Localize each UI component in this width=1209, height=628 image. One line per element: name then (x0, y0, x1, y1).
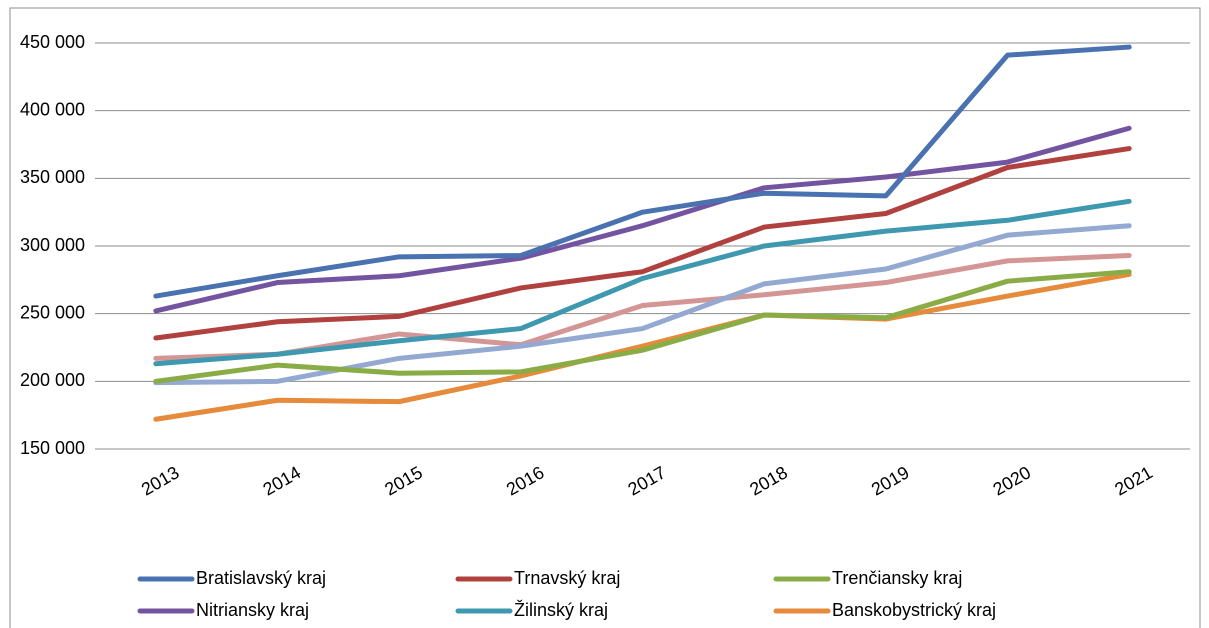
x-tick-label: 2014 (260, 462, 305, 499)
y-tick-label: 150 000 (20, 438, 85, 458)
y-tick-label: 250 000 (20, 302, 85, 322)
series-line (153, 269, 1132, 384)
legend-label: Nitriansky kraj (196, 600, 309, 620)
x-tick-label: 2020 (990, 462, 1035, 499)
legend-label: Trnavský kraj (514, 568, 620, 588)
x-tick-label: 2018 (746, 462, 791, 499)
y-tick-label: 200 000 (20, 370, 85, 390)
legend-label: Banskobystrický kraj (832, 600, 996, 620)
series-line (153, 271, 1132, 422)
x-tick-label: 2021 (1111, 462, 1156, 499)
y-tick-label: 350 000 (20, 167, 85, 187)
series-line (153, 125, 1132, 314)
x-tick-label: 2013 (138, 462, 183, 499)
y-tick-label: 300 000 (20, 235, 85, 255)
y-tick-label: 400 000 (20, 99, 85, 119)
series-line (153, 198, 1132, 367)
y-tick-label: 450 000 (20, 32, 85, 52)
legend-label: Bratislavský kraj (196, 568, 326, 588)
x-tick-label: 2016 (503, 462, 548, 499)
series-line (153, 44, 1132, 299)
x-tick-label: 2019 (868, 462, 913, 499)
x-tick-label: 2015 (381, 462, 426, 499)
series-line (153, 146, 1132, 341)
series-line (153, 223, 1132, 386)
chart-frame (9, 7, 1201, 628)
legend-label: Žilinský kraj (514, 600, 608, 620)
legend-label: Trenčiansky kraj (832, 568, 962, 588)
x-tick-label: 2017 (625, 462, 670, 499)
